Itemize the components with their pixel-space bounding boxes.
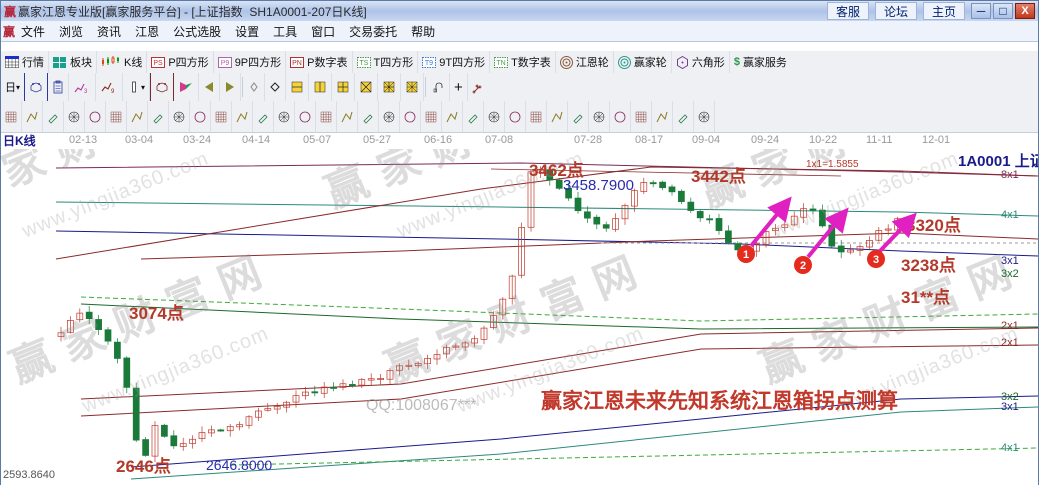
svg-text:TS: TS (359, 60, 368, 67)
svg-text:PS: PS (154, 60, 164, 67)
svg-text:9: 9 (111, 89, 115, 94)
svg-text:1: 1 (743, 249, 749, 261)
svg-text:T9: T9 (425, 60, 433, 67)
svg-text:3: 3 (873, 254, 879, 266)
svg-text:P9: P9 (220, 60, 229, 67)
svg-text:2: 2 (800, 260, 806, 272)
svg-text:TN: TN (496, 60, 505, 67)
svg-text:PN: PN (292, 60, 302, 67)
svg-text:3: 3 (84, 89, 88, 94)
